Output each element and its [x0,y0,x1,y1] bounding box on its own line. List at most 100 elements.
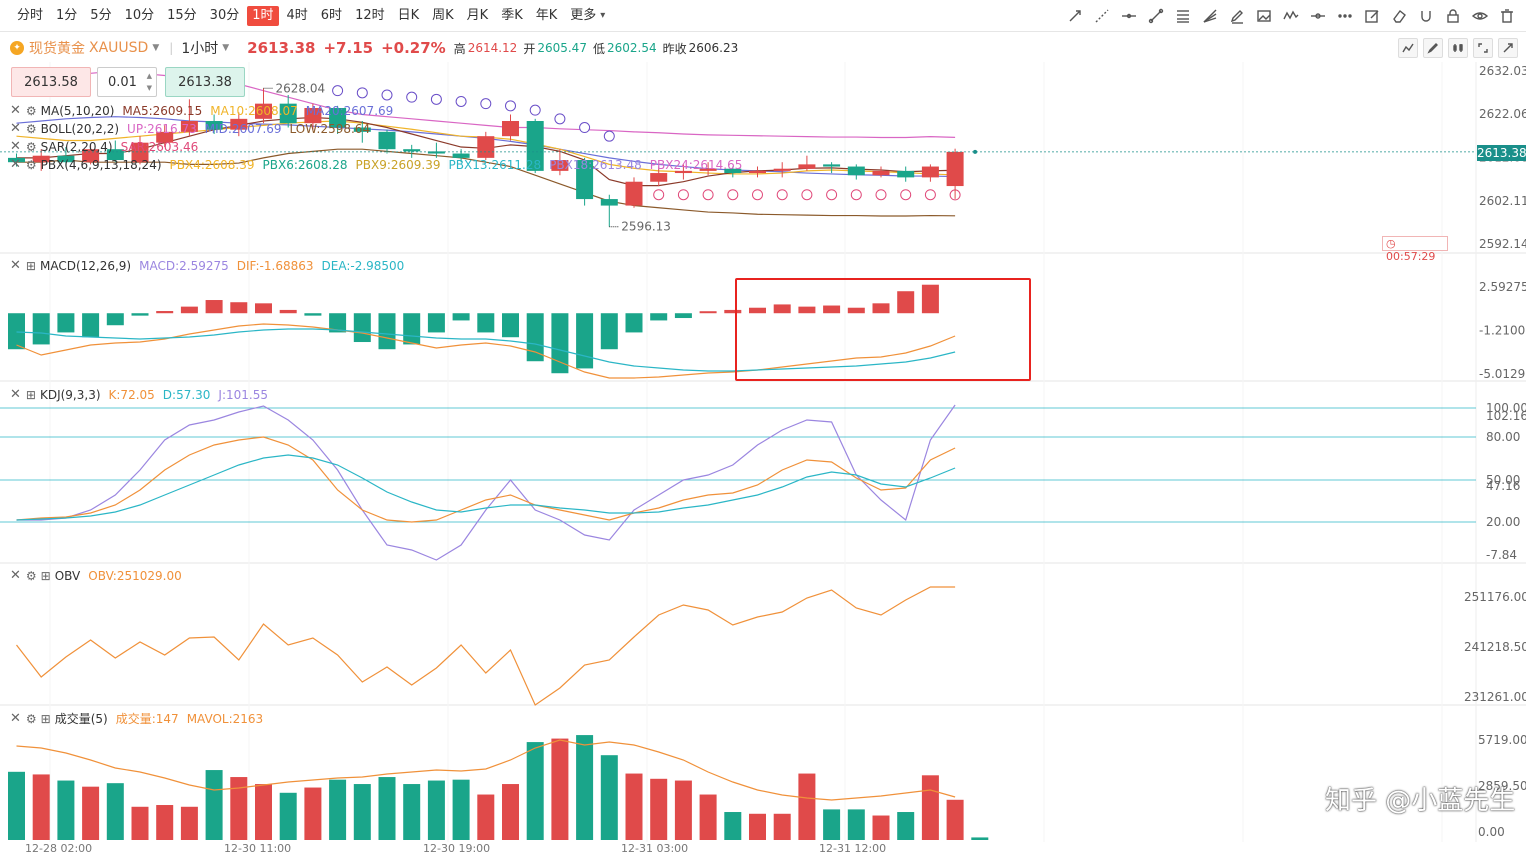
chart-type-icon[interactable] [1398,38,1418,58]
quote-header: ✦ 现货黄金 XAUUSD ▼ | 1小时 ▼ 2613.38 +7.15 +0… [0,36,1526,60]
period-dropdown-icon[interactable]: ▼ [222,43,230,53]
sell-price-button[interactable]: 2613.58 [11,67,91,97]
expand-box-icon[interactable]: ⊞ [40,711,51,726]
sar-dot [702,189,714,201]
symbol-dropdown-icon[interactable]: ▼ [152,43,160,53]
period-tab[interactable]: 6时 [320,7,343,23]
volume-bar [304,787,322,840]
watermark: 知乎 @小蓝先生 [1325,786,1516,816]
instrument-symbol[interactable]: XAUUSD [89,40,149,56]
dea-value: DEA:-2.98500 [321,258,405,273]
period-tab[interactable]: 10分 [124,7,155,23]
horizontal-line-icon[interactable] [1118,5,1140,27]
volume-bar [823,809,841,840]
candle-body [452,153,470,158]
period-tab[interactable]: 1时 [247,5,279,26]
trash-icon[interactable] [1496,5,1518,27]
macd-axis-label: -5.01290 [1479,367,1526,381]
price-line-icon[interactable] [1307,5,1329,27]
fullscreen-icon[interactable] [1473,38,1493,58]
sar-dot [727,189,739,201]
mavol-line [16,739,956,801]
volume-bar [699,794,717,840]
macd-bar [625,313,643,333]
fib-retracement-icon[interactable] [1172,5,1194,27]
macd-bar [600,313,618,350]
expand-box-icon[interactable]: ⊞ [25,258,36,273]
candle-body [847,166,865,176]
quantity-input[interactable]: 0.01 ▲ ▼ [97,67,157,97]
lock-icon[interactable] [1442,5,1464,27]
eye-icon[interactable] [1469,5,1491,27]
candle-body [502,121,519,137]
period-tab[interactable]: 日K [397,7,420,23]
close-icon[interactable]: ✕ [10,139,21,154]
sar-dot [455,95,467,107]
period-tab[interactable]: 4时 [286,7,308,23]
draw-icon[interactable] [1423,38,1443,58]
pen-icon[interactable] [1226,5,1248,27]
candle-body [872,170,890,176]
volume-bar [600,755,618,840]
close-icon[interactable]: ✕ [10,121,21,136]
more-caret-icon[interactable]: ▾ [600,10,606,21]
close-icon[interactable]: ✕ [10,157,21,172]
expand-box-icon[interactable]: ⊞ [25,387,36,402]
price-axis-label: 2632.03 [1479,64,1526,78]
x-axis-label: 12-31 12:00 [819,842,887,852]
ma-name: MA(5,10,20) [40,103,115,118]
close-icon[interactable]: ✕ [10,258,21,273]
wave-icon[interactable] [1280,5,1302,27]
macd-bar [576,313,594,369]
period-tab[interactable]: 季K [501,7,523,23]
trend-line-icon[interactable] [1091,5,1113,27]
period-tab[interactable]: 12时 [355,7,385,23]
close-icon[interactable]: ✕ [10,387,21,402]
candle-body [255,103,272,119]
more-tools-icon[interactable] [1334,5,1356,27]
period-tab[interactable]: 周K [432,7,454,23]
close-icon[interactable]: ✕ [10,568,21,583]
obv-value: OBV:251029.00 [88,568,182,583]
indicator-icon[interactable] [1448,38,1468,58]
settings-icon[interactable]: ⚙ [25,711,37,726]
volume-bar [526,742,544,840]
expand-box-icon[interactable]: ⊞ [40,568,51,583]
macd-axis-label: -1.21007 [1479,323,1526,337]
period-tab[interactable]: 1分 [56,7,78,23]
instrument-name[interactable]: 现货黄金 [29,41,85,57]
magnet-icon[interactable] [1415,5,1437,27]
period-tab[interactable]: 15分 [167,7,197,23]
segment-line-icon[interactable] [1145,5,1167,27]
settings-icon[interactable]: ⚙ [25,568,37,583]
buy-price-button[interactable]: 2613.38 [165,67,245,97]
quantity-stepper-icon[interactable]: ▲ ▼ [146,72,152,92]
eraser-icon[interactable] [1388,5,1410,27]
image-icon[interactable] [1253,5,1275,27]
gold-coin-icon: ✦ [10,41,24,55]
period-tab[interactable]: 月K [466,7,489,23]
period-tab[interactable]: 分时 [17,7,44,23]
fan-icon[interactable] [1199,5,1221,27]
expand-icon[interactable] [1498,38,1518,58]
period-tab[interactable]: 年K [535,7,558,23]
macd-bar [378,313,396,350]
close-icon[interactable]: ✕ [10,711,21,726]
settings-icon[interactable]: ⚙ [25,103,37,118]
period-tab[interactable]: 5分 [90,7,112,23]
period-selector[interactable]: 1小时 [181,41,219,57]
ray-line-icon[interactable] [1064,5,1086,27]
period-tab[interactable]: 更多 [570,7,597,23]
period-tab[interactable]: 30分 [209,7,240,23]
candle-body [353,127,371,132]
macd-bar [452,313,470,321]
settings-icon[interactable]: ⚙ [25,139,37,154]
close-icon[interactable]: ✕ [10,103,21,118]
dif-value: DIF:-1.68863 [236,258,314,273]
volume-bar [477,794,495,840]
settings-icon[interactable]: ⚙ [25,157,37,172]
settings-icon[interactable]: ⚙ [25,121,37,136]
edit-icon[interactable] [1361,5,1383,27]
